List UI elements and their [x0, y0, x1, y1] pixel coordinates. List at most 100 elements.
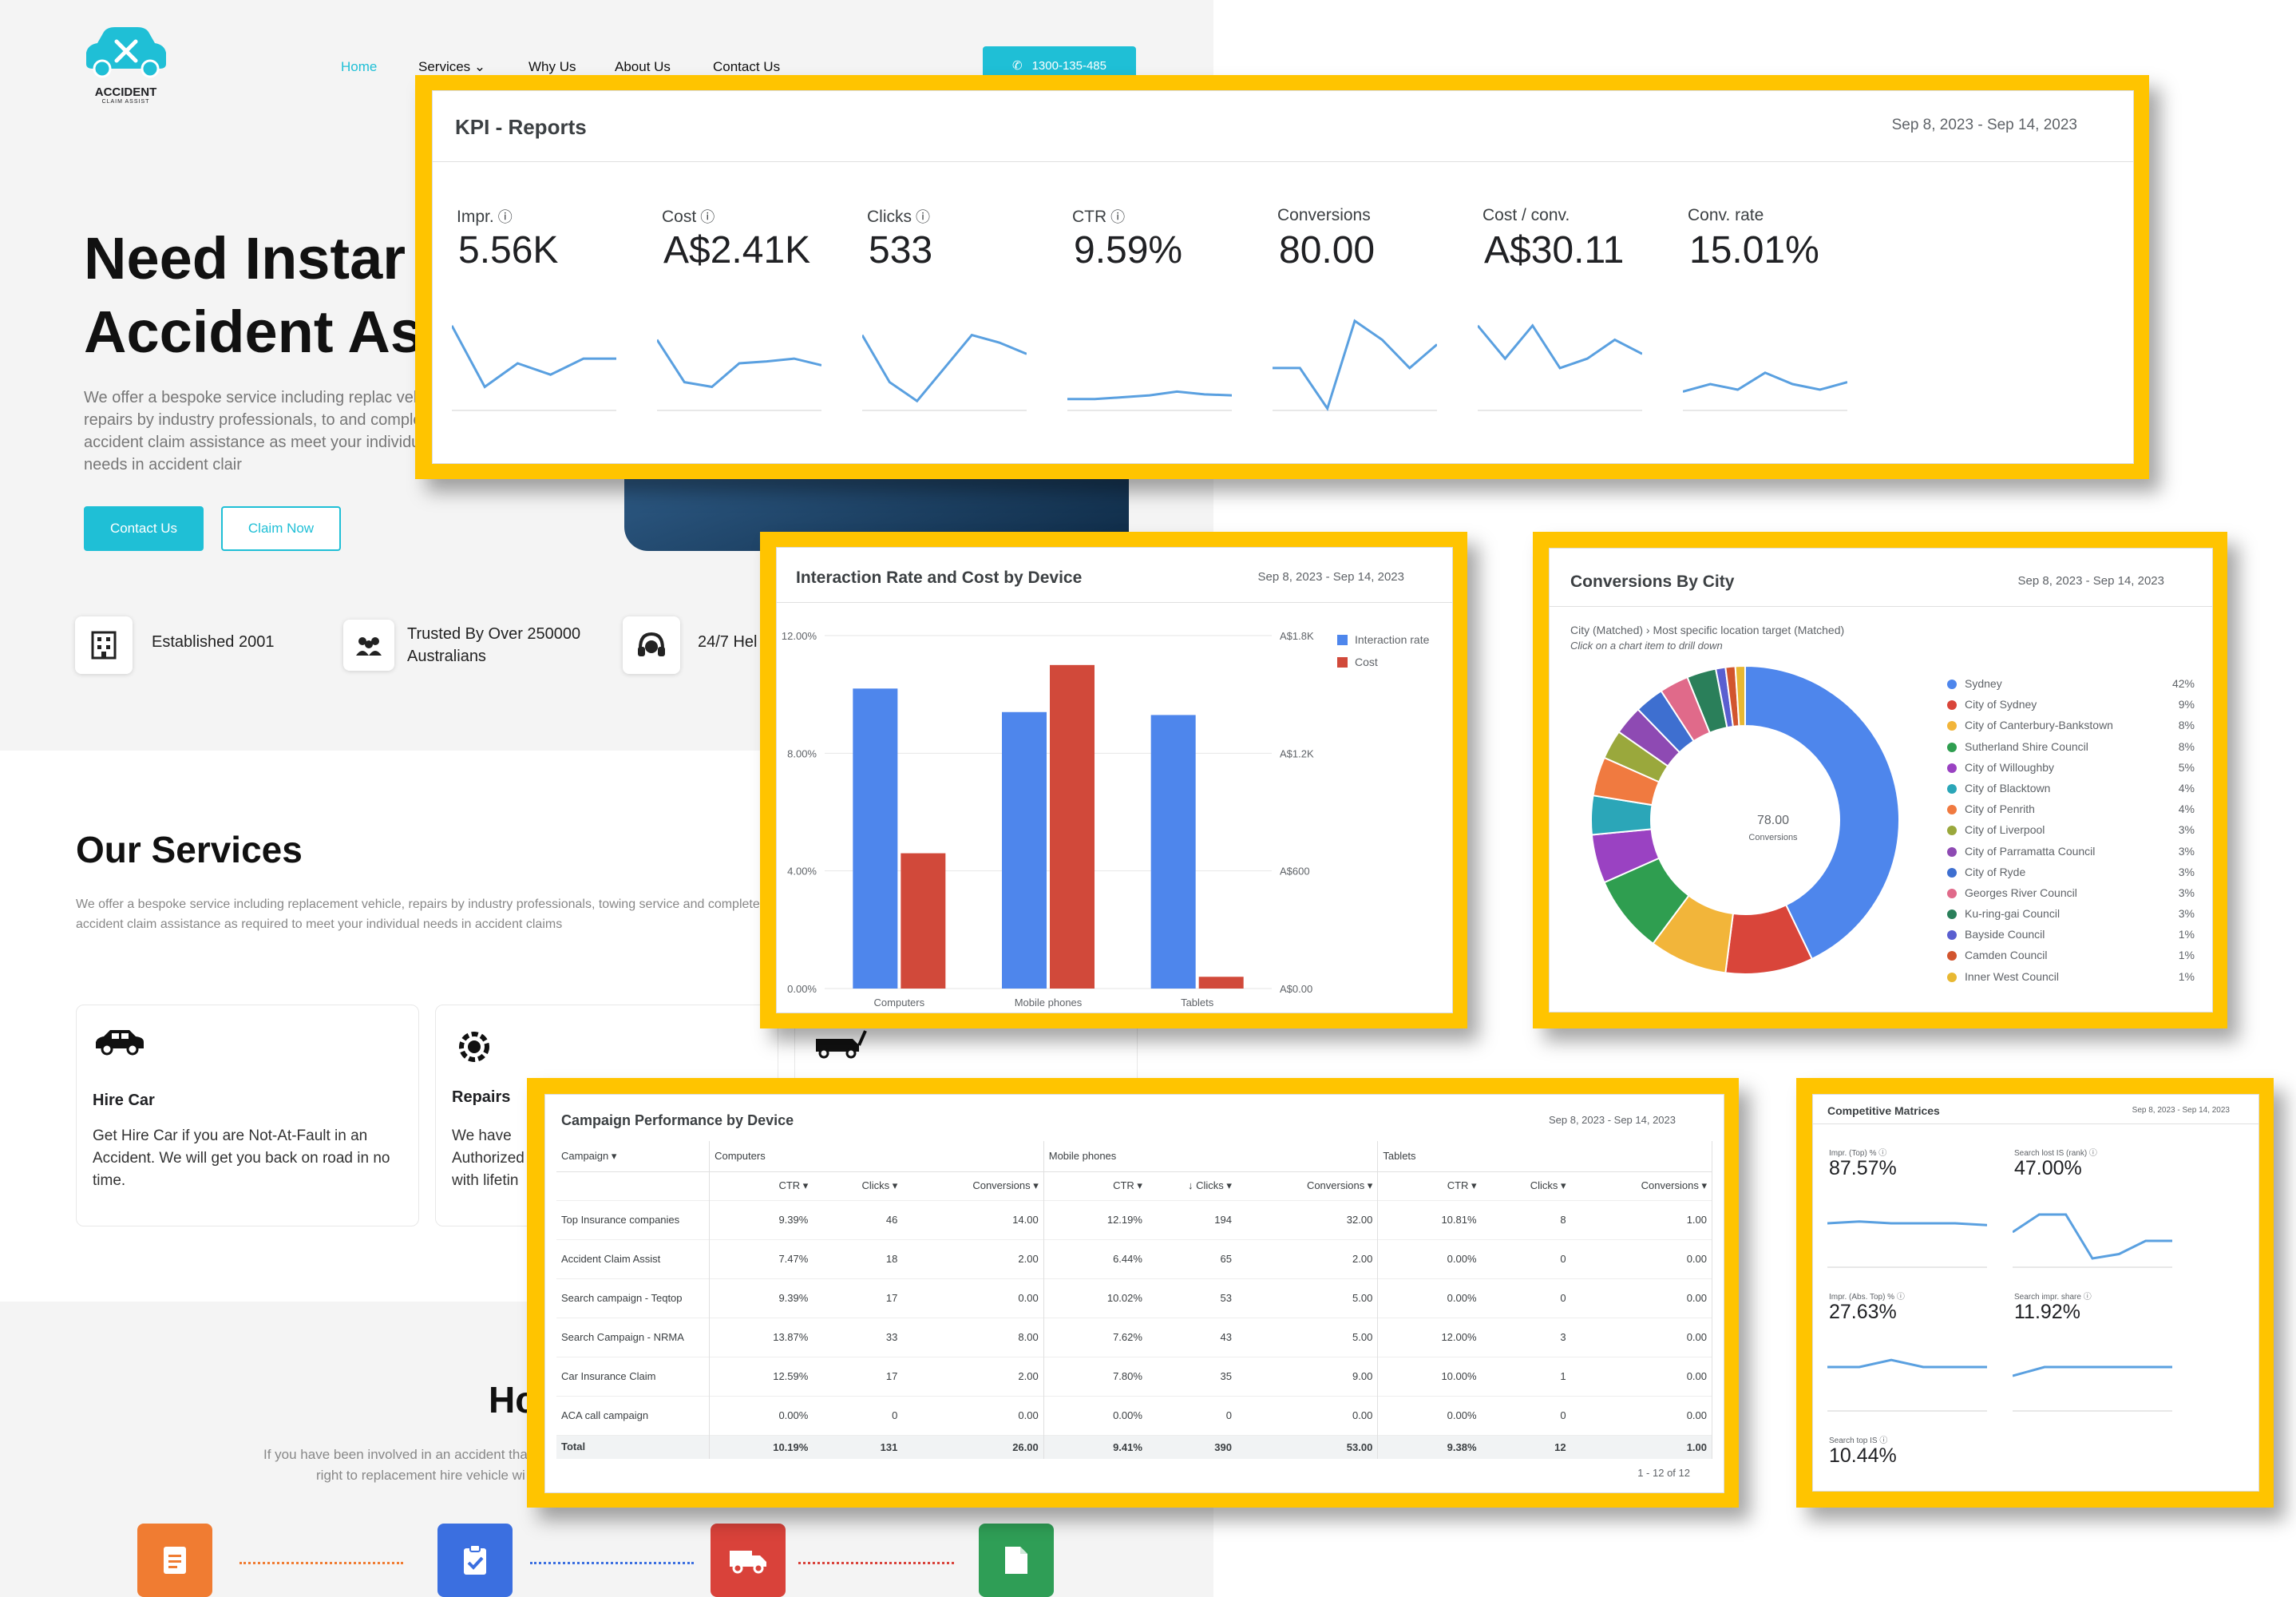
- donut-center-label: Conversions: [1748, 833, 1798, 842]
- service-text-repairs: We have Authorized with lifetin: [452, 1127, 525, 1189]
- competitive-sparkline-2-line: [1827, 1358, 1987, 1369]
- how-it-works-text-1: If you have been involved in an accident…: [263, 1447, 532, 1462]
- help-icon[interactable]: ⓘ: [493, 209, 513, 225]
- table-row[interactable]: ACA call campaign 0.00% 0 0.00 0.00% 0 0.00 0.0…: [556, 1395, 1712, 1435]
- help-icon[interactable]: ⓘ: [1876, 1149, 1887, 1158]
- total-row[interactable]: Total 10.19% 131 26.00 9.41% 390 53.00 9.38% 12 1…: [556, 1434, 1712, 1459]
- competitive-label-text: Search impr. share: [2014, 1293, 2081, 1302]
- bar-cost-tablets[interactable]: [1198, 977, 1244, 989]
- metric-cell: 0.00: [1570, 1356, 1712, 1396]
- phone-number: 1300-135-485: [1031, 58, 1106, 73]
- metric-cell: 194: [1146, 1199, 1237, 1239]
- headset-icon: [638, 632, 665, 656]
- service-text-hire-car: Get Hire Car if you are Not-At-Fault in …: [93, 1127, 390, 1189]
- metric-sort-header[interactable]: ↓ Clicks ▾: [1188, 1179, 1232, 1191]
- kpi-panel: KPI - Reports Sep 8, 2023 - Sep 14, 2023…: [432, 90, 2134, 464]
- legend-item[interactable]: Georges River Council 3%: [1947, 886, 2195, 906]
- metric-sort-header[interactable]: Conversions ▾: [1570, 1171, 1712, 1200]
- kpi-label-2: Clicks ⓘ: [867, 206, 930, 227]
- legend-item[interactable]: City of Blacktown 4%: [1947, 781, 2195, 802]
- metric-cell: 9.00: [1236, 1356, 1379, 1396]
- metric-sort-header[interactable]: CTR ▾: [1113, 1179, 1142, 1191]
- contact-us-button[interactable]: Contact Us: [84, 506, 204, 551]
- bar-cost-mobile-phones[interactable]: [1050, 664, 1095, 989]
- bar-interaction-rate-computers[interactable]: [853, 688, 898, 989]
- drilldown-hint: Click on a chart item to drill down: [1570, 640, 1723, 652]
- bar-interaction-rate-tablets[interactable]: [1150, 715, 1196, 989]
- legend-city-name: City of Liverpool: [1965, 823, 2045, 837]
- claim-now-button[interactable]: Claim Now: [221, 506, 341, 551]
- metric-sort-header[interactable]: Conversions ▾: [1236, 1171, 1379, 1200]
- breadcrumb-city[interactable]: City (Matched): [1570, 624, 1644, 636]
- feature-text-3: 24/7 Hel: [698, 633, 758, 651]
- drilldown-breadcrumb[interactable]: City (Matched) › Most specific location …: [1570, 624, 1844, 636]
- metric-cell: 0.00: [1236, 1395, 1379, 1435]
- kpi-label-5: Cost / conv.: [1483, 206, 1570, 225]
- metric-cell: 33: [813, 1317, 903, 1357]
- y-right-tick-label: A$1.2K: [1280, 747, 1314, 759]
- legend-item[interactable]: City of Willoughby 5%: [1947, 760, 2195, 781]
- kpi-label-0: Impr. ⓘ: [457, 206, 513, 227]
- campaign-name: Total: [556, 1434, 711, 1459]
- help-icon[interactable]: ⓘ: [696, 209, 715, 225]
- help-icon[interactable]: ⓘ: [1877, 1437, 1888, 1445]
- help-icon[interactable]: ⓘ: [1894, 1293, 1905, 1302]
- competitive-value-3: 11.92%: [2014, 1301, 2080, 1323]
- nav-why-us[interactable]: Why Us: [528, 59, 576, 74]
- slice-sydney[interactable]: [1744, 664, 1900, 961]
- metric-sort-header[interactable]: Clicks ▾: [1530, 1179, 1566, 1191]
- table-row[interactable]: Search Campaign - NRMA 13.87% 33 8.00 7.62% 4…: [556, 1317, 1712, 1357]
- metric-sort-header[interactable]: Conversions ▾: [902, 1171, 1044, 1200]
- legend-item[interactable]: City of Liverpool 3%: [1947, 822, 2195, 843]
- table-row[interactable]: Top Insurance companies 9.39% 46 14.00 12.19…: [556, 1199, 1712, 1239]
- legend-item[interactable]: Bayside Council 1%: [1947, 927, 2195, 948]
- kpi-label-text: Cost / conv.: [1483, 206, 1570, 224]
- bar-interaction-rate-mobile-phones[interactable]: [1002, 711, 1047, 989]
- legend-item[interactable]: Sydney 42%: [1947, 676, 2195, 697]
- nav-services[interactable]: Services ⌄: [418, 59, 486, 74]
- legend-item[interactable]: Sutherland Shire Council 8%: [1947, 739, 2195, 760]
- legend-item[interactable]: Camden Council 1%: [1947, 948, 2195, 969]
- pagination-text[interactable]: 1 - 12 of 12: [1637, 1467, 1690, 1479]
- legend-item[interactable]: City of Parramatta Council 3%: [1947, 844, 2195, 865]
- table-row[interactable]: Car Insurance Claim 12.59% 17 2.00 7.80% 35 9.…: [556, 1356, 1712, 1396]
- help-icon[interactable]: ⓘ: [2087, 1149, 2097, 1158]
- metric-cell: 9.39%: [709, 1278, 813, 1318]
- table-row[interactable]: Search campaign - Teqtop 9.39% 17 0.00 10.02…: [556, 1278, 1712, 1318]
- service-card-hire-car[interactable]: Hire Car Get Hire Car if you are Not-At-…: [76, 1005, 419, 1226]
- metric-sort-header[interactable]: Clicks ▾: [861, 1179, 898, 1191]
- legend-item[interactable]: Inner West Council 1%: [1947, 969, 2195, 990]
- metric-cell: 9.39%: [709, 1199, 813, 1239]
- device-chart-panel: Interaction Rate and Cost by Device Sep …: [776, 547, 1453, 1013]
- help-icon[interactable]: ⓘ: [2080, 1293, 2092, 1302]
- legend-item[interactable]: City of Ryde 3%: [1947, 865, 2195, 886]
- legend-city-name: City of Penrith: [1965, 802, 2035, 816]
- breadcrumb-location[interactable]: Most specific location target (Matched): [1653, 624, 1845, 636]
- legend-dot: [1947, 763, 1957, 773]
- help-icon[interactable]: ⓘ: [912, 209, 931, 225]
- metric-sort-header[interactable]: CTR ▾: [1447, 1179, 1477, 1191]
- legend-swatch: [1337, 657, 1348, 668]
- table-row[interactable]: Accident Claim Assist 7.47% 18 2.00 6.44% 65 2…: [556, 1238, 1712, 1278]
- nav-contact-us[interactable]: Contact Us: [713, 59, 781, 74]
- legend-city-pct: 8%: [2178, 719, 2195, 732]
- legend-item[interactable]: City of Canterbury-Bankstown 8%: [1947, 718, 2195, 739]
- help-icon[interactable]: ⓘ: [1106, 209, 1126, 225]
- bar-cost-computers[interactable]: [901, 853, 946, 989]
- legend-item[interactable]: Ku-ring-gai Council 3%: [1947, 906, 2195, 927]
- car-icon: [96, 1030, 144, 1056]
- metric-cell: 10.02%: [1043, 1278, 1147, 1318]
- kpi-value-2: 533: [869, 229, 933, 271]
- legend-item[interactable]: City of Sydney 9%: [1947, 697, 2195, 718]
- campaign-column-header[interactable]: Campaign ▾: [556, 1141, 711, 1172]
- metric-sort-header[interactable]: CTR ▾: [778, 1179, 809, 1191]
- site-logo[interactable]: ACCIDENT CLAIM ASSIST: [80, 24, 176, 112]
- legend-item[interactable]: City of Penrith 4%: [1947, 802, 2195, 822]
- legend-city-pct: 4%: [2178, 781, 2195, 795]
- nav-home[interactable]: Home: [341, 59, 378, 74]
- legend-dot: [1947, 867, 1957, 878]
- slice-inner-west-council[interactable]: [1734, 664, 1746, 727]
- city-chart-panel: Conversions By City Sep 8, 2023 - Sep 14…: [1549, 548, 2213, 1012]
- nav-about-us[interactable]: About Us: [615, 59, 671, 74]
- feature-text-2: Trusted By Over 250000 Australians: [407, 625, 581, 665]
